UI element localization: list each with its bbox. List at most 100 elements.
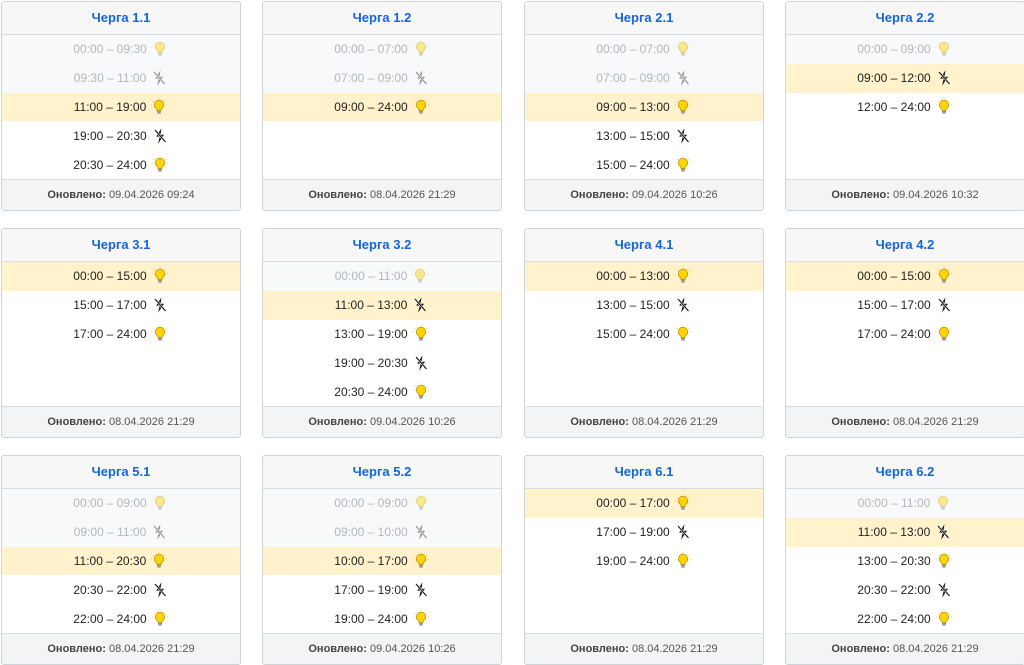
time-slot-row: 11:00 – 20:30 — [2, 546, 240, 576]
time-range: 07:00 – 09:00 — [334, 71, 408, 86]
time-range: 19:00 – 24:00 — [596, 553, 670, 568]
light-bulb-icon — [151, 155, 169, 174]
power-off-icon — [150, 523, 168, 541]
light-bulb-icon — [151, 267, 169, 285]
time-range: 09:00 – 24:00 — [334, 99, 408, 114]
updated-timestamp: 08.04.2026 21:29 — [631, 643, 718, 655]
power-off-icon — [411, 296, 429, 314]
time-range: 22:00 – 24:00 — [73, 611, 147, 626]
time-range: 00:00 – 15:00 — [857, 269, 931, 284]
updated-timestamp: 09.04.2026 09:24 — [108, 189, 195, 201]
updated-label: Оновлено: — [831, 416, 890, 428]
queue-card: Черга 1.1 00:00 – 09:30 09:30 – 11:00 11:00… — [1, 1, 241, 211]
light-bulb-icon — [150, 552, 168, 570]
power-off-icon — [935, 296, 953, 314]
time-range: 17:00 – 24:00 — [73, 326, 147, 341]
slot-list: 00:00 – 09:00 09:00 – 12:00 12:00 – 24:00 — [786, 35, 1024, 179]
queue-title: Черга 6.2 — [786, 456, 1024, 489]
time-range: 00:00 – 17:00 — [596, 496, 670, 511]
time-slot-row: 00:00 – 07:00 — [525, 35, 763, 64]
updated-timestamp: 09.04.2026 10:26 — [369, 643, 456, 655]
queue-card: Черга 4.2 00:00 – 15:00 15:00 – 17:00 17:00… — [785, 228, 1024, 438]
updated-timestamp: 08.04.2026 21:29 — [108, 643, 195, 655]
time-range: 20:30 – 24:00 — [73, 157, 147, 172]
time-range: 00:00 – 09:30 — [73, 42, 147, 57]
queue-card: Черга 2.1 00:00 – 07:00 07:00 – 09:00 09:00… — [524, 1, 764, 211]
time-slot-row: 15:00 – 17:00 — [786, 291, 1024, 320]
updated-footer: Оновлено: 08.04.2026 21:29 — [525, 633, 763, 664]
light-bulb-icon — [412, 98, 430, 116]
updated-timestamp: 08.04.2026 21:29 — [631, 416, 718, 428]
light-bulb-icon — [151, 609, 169, 628]
time-slot-row: 09:00 – 13:00 — [525, 92, 763, 122]
updated-footer: Оновлено: 08.04.2026 21:29 — [2, 633, 240, 664]
updated-footer: Оновлено: 08.04.2026 21:29 — [786, 633, 1024, 664]
time-range: 19:00 – 20:30 — [73, 128, 147, 143]
light-bulb-icon — [412, 40, 430, 58]
time-range: 09:30 – 11:00 — [73, 71, 147, 86]
time-slot-row: 00:00 – 11:00 — [263, 262, 501, 291]
light-bulb-icon — [935, 267, 953, 285]
power-off-icon — [934, 523, 952, 541]
queue-card: Черга 4.1 00:00 – 13:00 13:00 – 15:00 15:00… — [524, 228, 764, 438]
light-bulb-icon — [412, 325, 430, 343]
time-slot-row: 07:00 – 09:00 — [263, 63, 501, 93]
light-bulb-icon — [935, 40, 953, 58]
updated-label: Оновлено: — [308, 416, 367, 428]
time-slot-row: 00:00 – 09:30 — [2, 35, 240, 64]
queue-title: Черга 1.2 — [263, 2, 501, 35]
slot-list: 00:00 – 09:30 09:30 – 11:00 11:00 – 19:00 1… — [2, 35, 240, 179]
updated-label: Оновлено: — [831, 189, 890, 201]
queue-card: Черга 2.2 00:00 – 09:00 09:00 – 12:00 12:00… — [785, 1, 1024, 211]
light-bulb-icon — [674, 40, 692, 58]
time-range: 12:00 – 24:00 — [857, 99, 931, 114]
time-range: 13:00 – 15:00 — [596, 128, 670, 143]
time-range: 22:00 – 24:00 — [857, 611, 931, 626]
updated-label: Оновлено: — [831, 643, 890, 655]
updated-label: Оновлено: — [570, 416, 629, 428]
time-range: 11:00 – 20:30 — [73, 553, 147, 568]
slot-list: 00:00 – 15:00 15:00 – 17:00 17:00 – 24:00 — [786, 262, 1024, 406]
queue-title: Черга 4.1 — [525, 229, 763, 262]
time-slot-row: 10:00 – 17:00 — [263, 546, 501, 576]
time-slot-row: 00:00 – 15:00 — [786, 262, 1024, 291]
time-slot-row: 13:00 – 19:00 — [263, 320, 501, 349]
updated-footer: Оновлено: 09.04.2026 10:32 — [786, 179, 1024, 210]
updated-footer: Оновлено: 09.04.2026 09:24 — [2, 179, 240, 210]
time-range: 17:00 – 19:00 — [334, 582, 408, 597]
slot-list: 00:00 – 07:00 07:00 – 09:00 09:00 – 13:00 1… — [525, 35, 763, 179]
queue-card: Черга 3.1 00:00 – 15:00 15:00 – 17:00 17:00… — [1, 228, 241, 438]
slot-list: 00:00 – 11:00 11:00 – 13:00 13:00 – 19:00 1… — [263, 262, 501, 406]
time-range: 00:00 – 13:00 — [596, 269, 670, 284]
updated-label: Оновлено: — [308, 189, 367, 201]
time-range: 15:00 – 24:00 — [596, 157, 670, 172]
time-range: 19:00 – 24:00 — [334, 611, 408, 626]
updated-timestamp: 08.04.2026 21:29 — [892, 416, 979, 428]
time-slot-row: 17:00 – 19:00 — [525, 518, 763, 547]
light-bulb-icon — [151, 40, 169, 58]
light-bulb-icon — [935, 609, 953, 628]
time-slot-row: 13:00 – 20:30 — [786, 547, 1024, 576]
updated-label: Оновлено: — [308, 643, 367, 655]
time-slot-row: 13:00 – 15:00 — [525, 291, 763, 320]
updated-footer: Оновлено: 08.04.2026 21:29 — [786, 406, 1024, 437]
light-bulb-icon — [151, 494, 169, 512]
time-slot-row: 17:00 – 24:00 — [786, 320, 1024, 349]
time-slot-row: 13:00 – 15:00 — [525, 121, 763, 150]
time-slot-row: 07:00 – 09:00 — [525, 63, 763, 93]
time-slot-row: 19:00 – 20:30 — [2, 121, 240, 150]
updated-footer: Оновлено: 08.04.2026 21:29 — [263, 179, 501, 210]
time-slot-row: 19:00 – 24:00 — [525, 547, 763, 576]
power-off-icon — [151, 296, 169, 314]
time-range: 13:00 – 20:30 — [857, 553, 931, 568]
time-slot-row: 19:00 – 20:30 — [263, 348, 501, 377]
time-slot-row: 00:00 – 17:00 — [525, 489, 763, 518]
updated-label: Оновлено: — [47, 416, 106, 428]
updated-label: Оновлено: — [47, 189, 106, 201]
time-slot-row: 15:00 – 17:00 — [2, 291, 240, 320]
updated-timestamp: 08.04.2026 21:29 — [892, 643, 979, 655]
power-off-icon — [412, 354, 430, 372]
slot-list: 00:00 – 09:00 09:00 – 11:00 11:00 – 20:30 2… — [2, 489, 240, 633]
light-bulb-icon — [411, 267, 429, 285]
time-slot-row: 00:00 – 09:00 — [786, 35, 1024, 64]
